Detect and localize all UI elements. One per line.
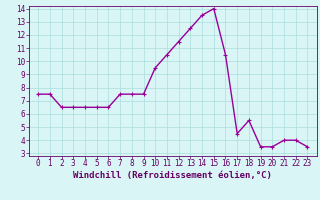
X-axis label: Windchill (Refroidissement éolien,°C): Windchill (Refroidissement éolien,°C) [73, 171, 272, 180]
